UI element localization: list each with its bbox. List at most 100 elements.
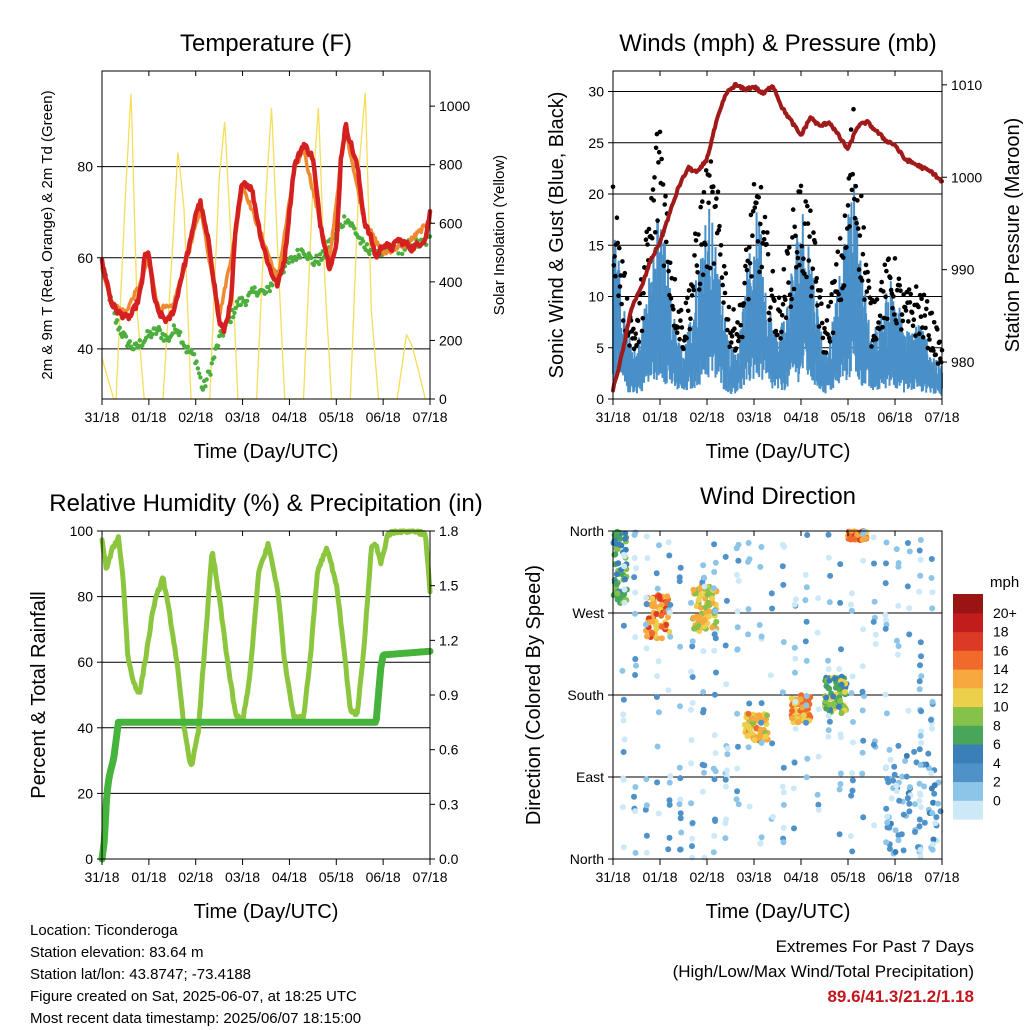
temperature-y-right-tick-label: 600	[439, 215, 463, 231]
gust-point	[884, 268, 889, 274]
gust-point	[696, 287, 702, 292]
direction-points	[610, 528, 944, 861]
gust-point	[768, 287, 774, 293]
direction-point	[895, 837, 902, 844]
direction-point	[621, 563, 628, 570]
direction-point	[859, 770, 866, 777]
direction-y-axis-label-left: Direction (Colored By Speed)	[523, 565, 545, 825]
direction-point	[654, 585, 661, 592]
gust-point	[844, 245, 849, 250]
humidity-x-tick-label: 07/18	[412, 869, 447, 885]
direction-point	[734, 571, 740, 578]
temperature-x-axis-label: Time (Day/UTC)	[194, 441, 339, 463]
dewpoint-point	[228, 319, 233, 325]
direction-point	[621, 591, 628, 598]
colorbar-swatch	[953, 706, 983, 726]
direction-point	[723, 597, 730, 604]
gust-point	[841, 283, 847, 288]
direction-point	[893, 637, 900, 644]
direction-point	[847, 833, 854, 840]
direction-point	[712, 559, 719, 566]
direction-point	[705, 613, 712, 620]
direction-point	[654, 743, 661, 750]
gust-point	[636, 339, 642, 345]
direction-x-tick-label: 06/18	[877, 869, 912, 885]
direction-point	[780, 581, 787, 588]
gust-point	[811, 230, 816, 235]
gust-point	[652, 175, 657, 180]
gust-point	[617, 245, 622, 251]
direction-point	[823, 694, 830, 701]
direction-point	[699, 761, 706, 768]
direction-point	[689, 843, 695, 850]
direction-point	[929, 810, 936, 817]
direction-point	[849, 770, 856, 777]
winds-x-tick-label: 06/18	[877, 409, 912, 425]
direction-point	[891, 763, 898, 770]
extremes-subtitle: (High/Low/Max Wind/Total Precipitation)	[672, 962, 974, 981]
gust-point	[714, 196, 719, 201]
gust-point	[700, 199, 705, 204]
temperature-x-tick-label: 03/18	[225, 409, 260, 425]
dewpoint-point	[243, 302, 248, 308]
dewpoint-point	[234, 299, 240, 304]
direction-point	[689, 638, 696, 645]
direction-point	[899, 773, 906, 780]
gust-point	[799, 244, 805, 249]
direction-point	[900, 847, 907, 854]
direction-point	[911, 748, 918, 755]
direction-point	[837, 781, 844, 787]
gust-point	[815, 303, 820, 308]
humidity-x-tick-label: 31/18	[84, 869, 119, 885]
gust-point	[637, 300, 642, 306]
gust-point	[743, 263, 748, 269]
direction-point	[890, 777, 897, 784]
gust-point	[765, 252, 771, 257]
gust-point	[927, 337, 932, 342]
gust-point	[655, 218, 660, 223]
colorbar-swatch	[953, 594, 983, 614]
direction-point	[711, 732, 718, 739]
direction-point	[860, 557, 867, 564]
dewpoint-point	[318, 252, 323, 257]
gust-point	[633, 331, 638, 337]
gust-point	[758, 184, 764, 190]
direction-point	[925, 750, 932, 757]
extremes-title: Extremes For Past 7 Days	[775, 937, 974, 956]
direction-point	[700, 648, 707, 655]
direction-point	[888, 795, 895, 802]
direction-y-tick-label: North	[570, 523, 604, 539]
direction-point	[758, 544, 765, 550]
temperature-y-right-tick-label: 0	[439, 391, 447, 407]
dewpoint-point	[360, 239, 366, 244]
direction-point	[906, 800, 913, 807]
gust-point	[732, 326, 737, 332]
temperature-x-tick-label: 07/18	[412, 409, 447, 425]
gust-point	[643, 237, 649, 242]
gust-point	[797, 189, 803, 194]
humidity-y-tick-label: 40	[77, 720, 93, 736]
gust-point	[740, 334, 745, 340]
gust-point	[836, 291, 841, 297]
gust-point	[731, 307, 736, 312]
gust-point	[817, 295, 823, 300]
gust-point	[781, 267, 787, 272]
direction-point	[916, 686, 923, 693]
gust-point	[786, 280, 791, 285]
gust-point	[685, 308, 691, 314]
direction-point	[883, 764, 889, 771]
gust-point	[824, 318, 830, 323]
gust-point	[828, 299, 834, 305]
winds-y-tick-label: 20	[588, 186, 604, 202]
gust-point	[864, 289, 870, 294]
direction-point	[710, 765, 717, 772]
direction-point	[722, 553, 729, 560]
direction-point	[713, 669, 719, 676]
gust-point	[620, 259, 625, 264]
direction-point	[905, 707, 912, 714]
direction-point	[780, 789, 787, 796]
gust-point	[640, 316, 646, 321]
direction-point	[631, 555, 638, 561]
dewpoint-point	[150, 332, 155, 337]
colorbar-swatch	[953, 744, 983, 764]
